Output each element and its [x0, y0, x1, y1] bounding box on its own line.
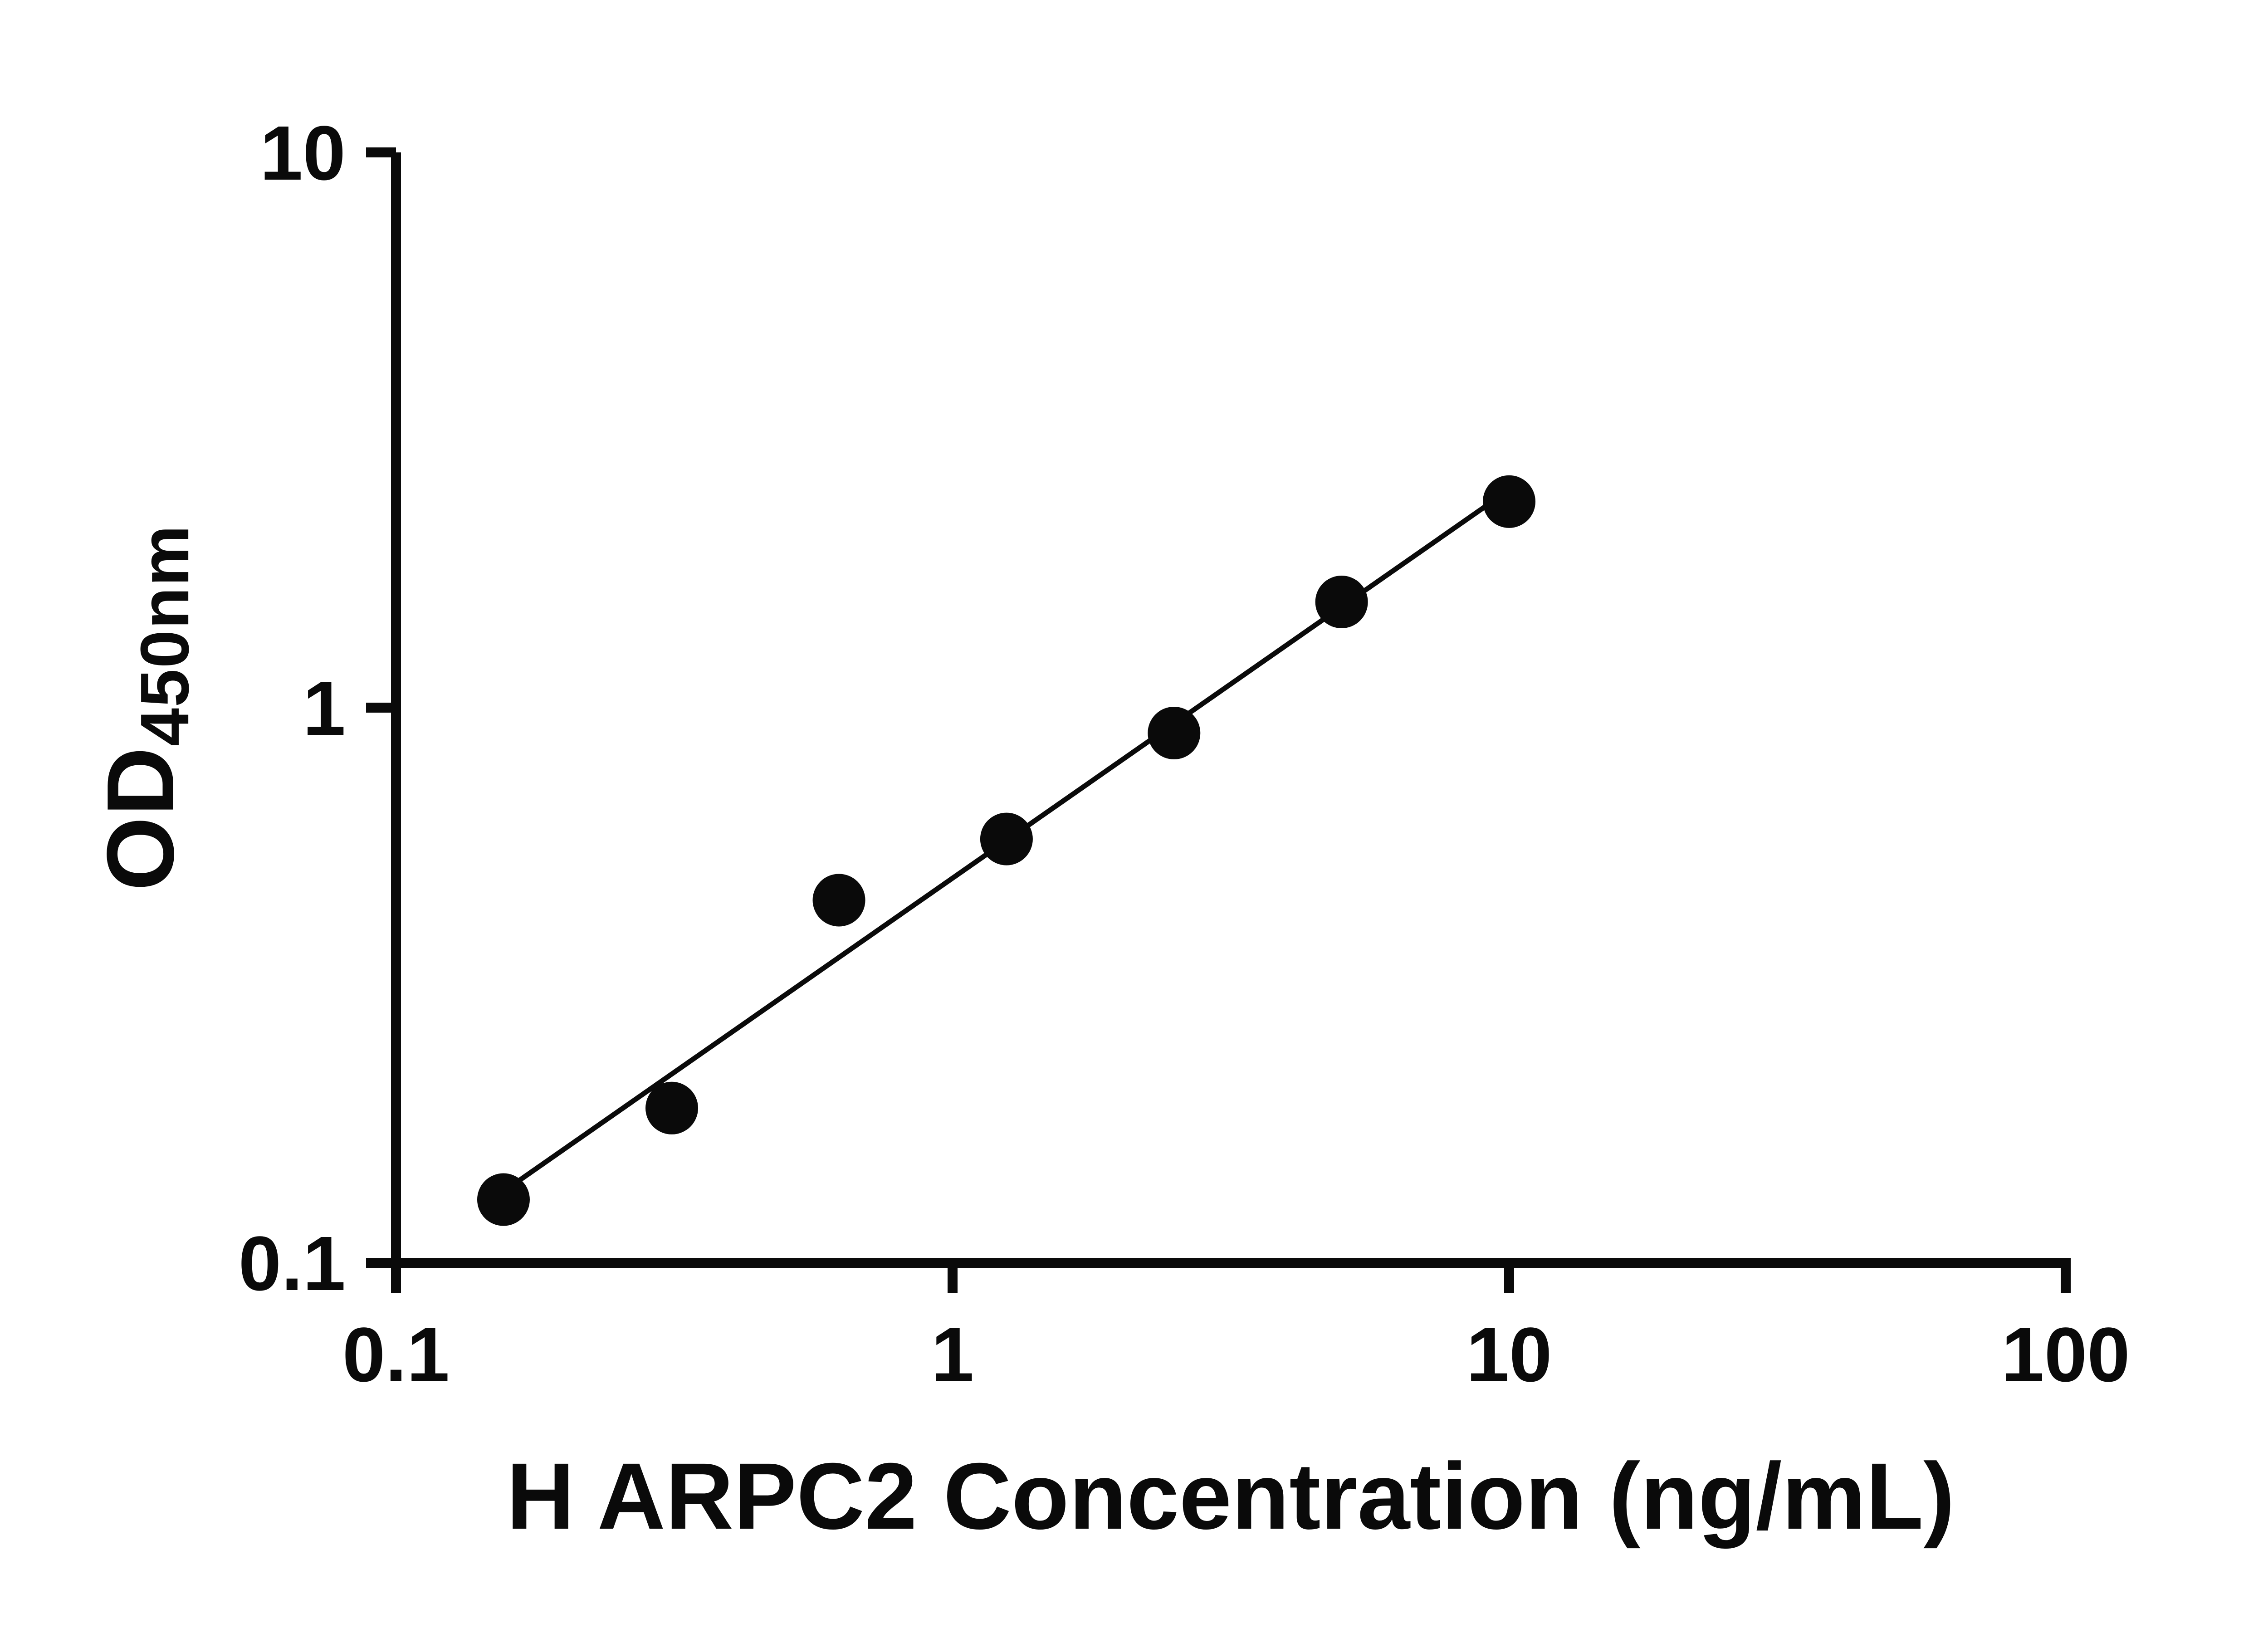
data-point [645, 1081, 699, 1134]
x-tick-label: 100 [2001, 1312, 2130, 1398]
y-tick-label: 10 [260, 110, 346, 196]
data-point [1483, 475, 1535, 528]
y-tick-label: 1 [303, 665, 346, 752]
data-point [1315, 576, 1368, 629]
data-point [477, 1173, 530, 1226]
x-tick-label: 1 [931, 1312, 974, 1398]
x-tick-label: 10 [1466, 1312, 1552, 1398]
y-axis-label: OD450nm [86, 524, 205, 891]
data-point [1148, 707, 1201, 760]
x-tick-label: 0.1 [342, 1312, 450, 1398]
y-tick-label: 0.1 [239, 1221, 346, 1307]
y-axis-label-subscript: 450nm [127, 524, 204, 747]
y-axis-label-main: OD [87, 746, 194, 891]
x-axis-label: H ARPC2 Concentration (ng/mL) [506, 1444, 1955, 1549]
data-point [980, 812, 1033, 865]
data-point [812, 874, 865, 927]
